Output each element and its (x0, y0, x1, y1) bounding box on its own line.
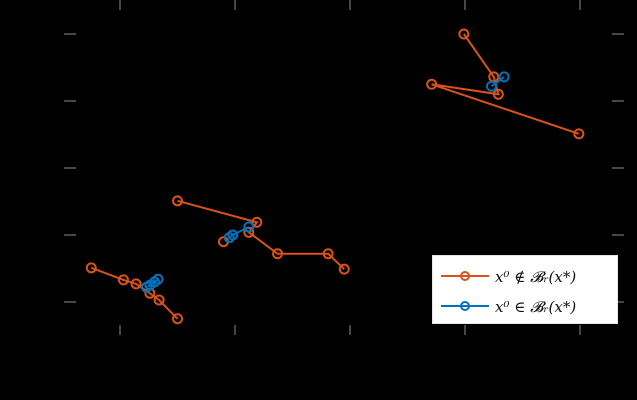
legend-label-in-ball: x⁰ ∈ 𝓑ᵣ(x*) (495, 298, 577, 316)
data-series (85, 28, 585, 325)
legend-label-not-in-ball: x⁰ ∉ 𝓑ᵣ(x*) (495, 268, 577, 286)
legend-item-not-in-ball: x⁰ ∉ 𝓑ᵣ(x*) (433, 262, 617, 292)
legend-line-orange-icon (441, 271, 489, 281)
legend: x⁰ ∉ 𝓑ᵣ(x*) x⁰ ∈ 𝓑ᵣ(x*) (432, 255, 618, 324)
legend-line-blue-icon (441, 301, 489, 311)
legend-item-in-ball: x⁰ ∈ 𝓑ᵣ(x*) (433, 292, 617, 322)
